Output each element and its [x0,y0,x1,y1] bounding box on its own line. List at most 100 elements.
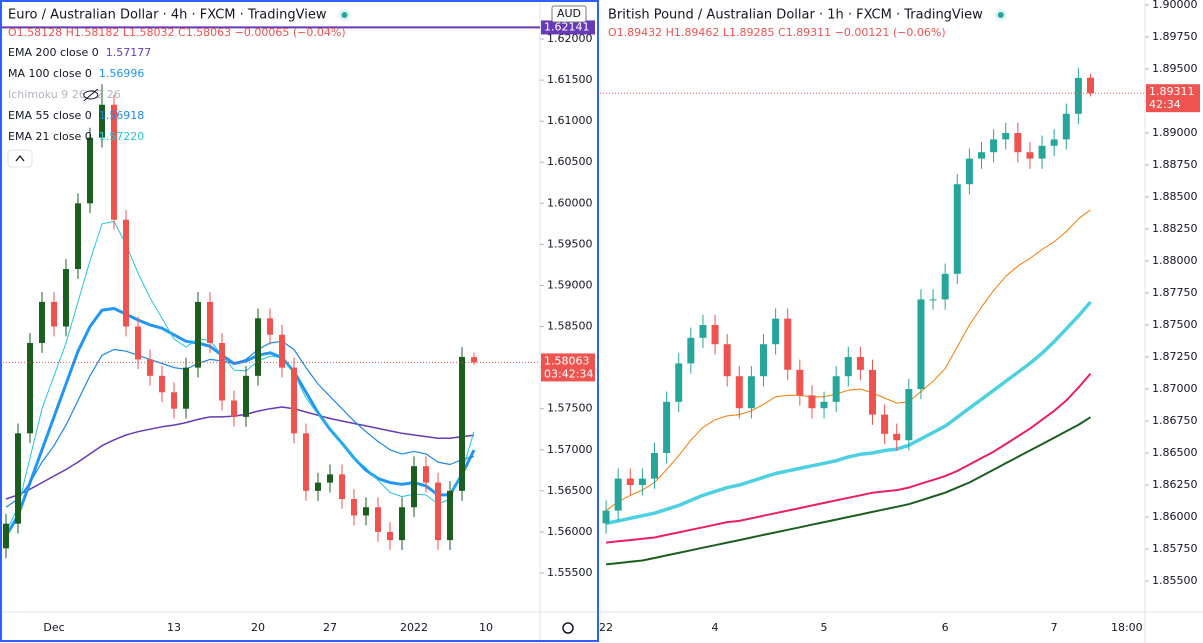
y-tick-label: 1.85500 [1152,574,1198,587]
y-tick-label: 1.56000 [547,525,593,538]
currency-label[interactable]: AUD [557,7,581,20]
hline-price-tag [541,20,595,35]
visibility-strike[interactable] [83,88,99,102]
y-tick-label: 1.88500 [1152,190,1198,203]
y-tick-label: 1.87000 [1152,382,1198,395]
candle-body [941,273,949,300]
candle-body [808,395,816,409]
candle-body [905,389,913,441]
candle-body [820,401,828,409]
candle-body [255,318,261,376]
candle-body [735,376,743,409]
y-tick-label: 1.62000 [547,32,593,45]
candle-body [1026,152,1034,159]
settings-icon[interactable] [562,622,574,634]
y-tick-label: 1.87500 [1152,318,1198,331]
candle-body [1002,132,1010,140]
candle-body [399,507,405,541]
y-tick-label: 1.90000 [1152,0,1198,11]
candle-body [711,325,719,345]
y-tick-label: 1.57000 [547,443,593,456]
candle-body [303,433,309,491]
candle-body [171,392,177,409]
candle-body [63,269,69,327]
candle-body [375,507,381,532]
candle-body [1074,77,1082,114]
y-tick-label: 1.89000 [1152,126,1198,139]
candle-body [675,363,683,402]
ohlc-readout: O1.58128 H1.58182 L1.58032 C1.58063 −0.0… [8,26,346,39]
y-tick-label: 1.58500 [547,320,593,333]
candle-body [978,152,985,159]
x-tick-label: 10 [479,621,493,634]
indicator-line [605,416,1092,566]
candle-body [917,299,925,390]
countdown-label: 42:34 [1149,98,1181,111]
last-price-tag [541,353,595,382]
chart-title: Euro / Australian Dollar · 4h · FXCM · T… [8,8,327,23]
currency-box[interactable] [551,5,587,23]
y-tick-label: 1.86000 [1152,510,1198,523]
collapse-legend-icon[interactable] [15,154,25,162]
candle-body [183,367,189,409]
indicator-line [605,373,1092,544]
candle-body [784,318,792,370]
x-tick-label: 13 [167,621,181,634]
y-tick-label: 1.86750 [1152,414,1198,427]
candle-body [339,474,345,500]
candle-body [747,376,755,409]
candle-body [626,478,634,486]
active-panel-border [0,0,599,642]
candle-body [267,318,273,335]
candle-body [760,344,767,377]
candle-body [111,104,117,220]
indicator-legend-hidden: Ichimoku 9 26 52 26 [8,88,121,101]
candle-body [832,376,840,402]
candle-body [387,531,393,541]
x-tick-label: 22 [599,621,613,634]
y-tick-label: 1.89500 [1152,62,1198,75]
candle-body [327,474,333,483]
y-tick-label: 1.87750 [1152,286,1198,299]
candle-body [459,356,465,491]
candle-body [1014,132,1022,153]
x-tick-label: 27 [323,621,337,634]
candle-body [423,466,429,483]
collapse-legend-button[interactable] [7,149,33,168]
candle-body [614,478,622,511]
indicator-line [5,220,475,533]
candle-body [75,203,81,270]
y-tick-label: 1.61500 [547,73,593,86]
candle-body [990,139,998,153]
status-dot-core [997,12,1004,18]
y-tick-label: 1.88250 [1152,222,1198,235]
candle-body [243,375,249,417]
indicator-line [5,340,475,508]
y-tick-label: 1.85750 [1152,542,1198,555]
candle-body [663,401,671,454]
candle-body [1038,145,1046,159]
candle-body [435,482,441,541]
indicator-legend-value: 1.57177 [106,46,152,59]
candle-body [159,375,165,393]
y-tick-label: 1.88000 [1152,254,1198,267]
candle-body [881,414,889,434]
right-chart: 1.85500 1.85750 1.86000 1.86250 1.86500 1.867… [599,0,1203,643]
candle-body [99,104,105,138]
last-price-label: 1.58063 [544,354,590,367]
candle-body [893,433,901,441]
y-tick-label: 1.88750 [1152,158,1198,171]
candle-body [123,219,129,327]
indicator-line [605,300,1092,526]
y-tick-label: 1.89750 [1152,30,1198,43]
y-tick-label: 1.86500 [1152,446,1198,459]
y-tick-label: 1.59500 [547,237,593,250]
candle-body [231,400,237,417]
y-tick-label: 1.60000 [547,196,593,209]
candle-body [772,318,780,345]
ohlc-readout: O1.89432 H1.89462 L1.89285 C1.89311 −0.0… [608,26,946,39]
indicator-line [5,406,475,500]
candle-body [723,344,731,377]
